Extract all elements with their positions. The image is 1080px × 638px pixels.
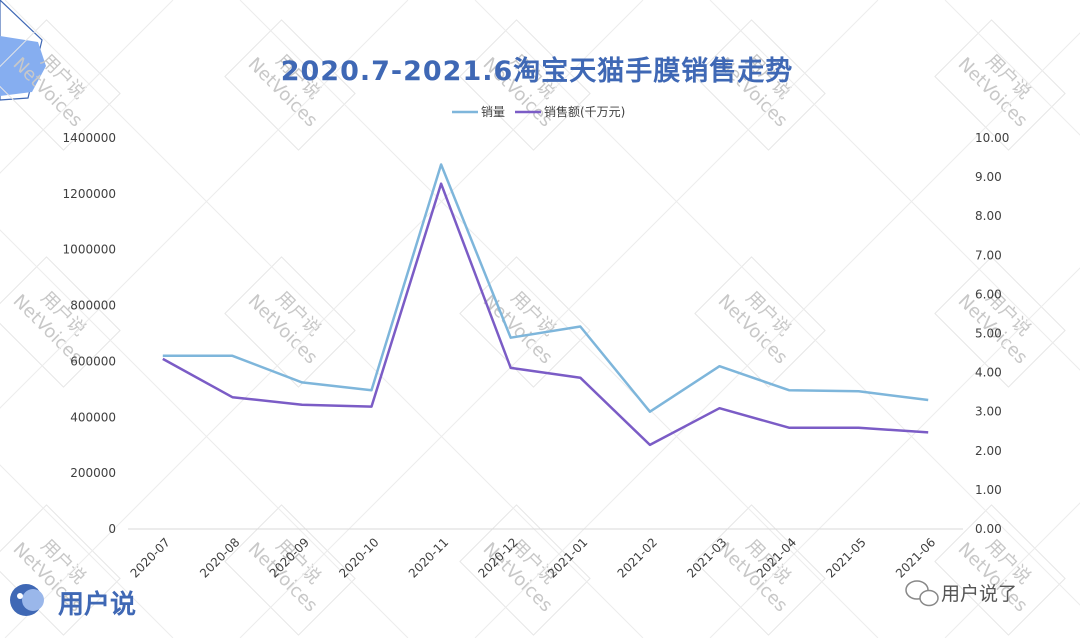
watermark-line <box>0 0 174 174</box>
brand-logo: 用户说 <box>10 584 136 620</box>
chart-title: 2020.7-2021.6淘宝天猫手膜销售走势 <box>281 55 794 87</box>
wechat-tag-text: 用户说了 <box>941 583 1017 605</box>
y-right-tick-label: 8.00 <box>975 209 1002 223</box>
x-tick-label: 2020-08 <box>197 535 242 580</box>
x-tick-label: 2021-05 <box>823 535 868 580</box>
watermark-line <box>474 32 1080 638</box>
watermark-line <box>0 0 409 409</box>
y-right-tick-label: 6.00 <box>975 287 1002 301</box>
y-left-tick-label: 0 <box>108 522 116 536</box>
wechat-icon <box>905 580 939 607</box>
x-tick-label: 2020-11 <box>406 535 451 580</box>
y-left-tick-label: 1400000 <box>63 131 116 145</box>
y-right-tick-label: 5.00 <box>975 327 1002 341</box>
watermark-line <box>0 464 174 638</box>
y-left-tick-label: 400000 <box>70 410 116 424</box>
y-right-tick-label: 3.00 <box>975 405 1002 419</box>
series-line-volume <box>162 163 929 413</box>
y-left-tick-label: 200000 <box>70 466 116 480</box>
x-tick-label: 2020-10 <box>336 535 381 580</box>
watermark-line <box>709 267 1080 638</box>
legend: 销量 销售额(千万元) <box>452 104 625 119</box>
y-left-tick-label: 800000 <box>70 299 116 313</box>
wechat-tag: 用户说了 <box>905 580 1017 607</box>
y-right-tick-label: 1.00 <box>975 483 1002 497</box>
y-right-tick-label: 9.00 <box>975 170 1002 184</box>
y-right-tick-label: 10.00 <box>975 131 1009 145</box>
watermark-line <box>4 0 644 638</box>
watermark-line <box>944 502 1080 638</box>
y-left-tick-label: 600000 <box>70 354 116 368</box>
y-left-tick-label: 1200000 <box>63 187 116 201</box>
x-tick-label: 2021-02 <box>615 535 660 580</box>
y-left-tick-label: 1000000 <box>63 243 116 257</box>
y-right-tick-label: 2.00 <box>975 444 1002 458</box>
watermark-line <box>239 0 879 638</box>
legend-label-volume: 销量 <box>481 105 505 119</box>
x-tick-label: 2021-01 <box>545 535 590 580</box>
corner-decoration <box>0 0 46 101</box>
x-tick-label: 2021-06 <box>893 535 938 580</box>
brand-logo-text: 用户说 <box>58 589 136 620</box>
y-right-tick-label: 0.00 <box>975 522 1002 536</box>
y-right-tick-label: 4.00 <box>975 366 1002 380</box>
series-line-sales <box>162 182 929 447</box>
x-tick-label: 2020-07 <box>128 535 173 580</box>
plot-area <box>162 163 929 447</box>
watermark-line <box>944 0 1080 136</box>
legend-label-sales: 销售额(千万元) <box>544 104 625 119</box>
y-right-tick-label: 7.00 <box>975 248 1002 262</box>
